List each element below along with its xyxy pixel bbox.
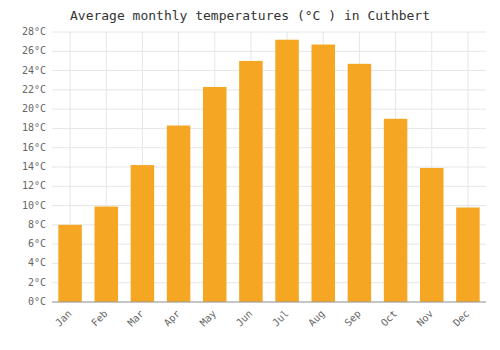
y-tick-label: 24°C (22, 65, 46, 76)
x-tick-label: Aug (306, 308, 327, 329)
y-tick-label: 26°C (22, 45, 46, 56)
bar (275, 40, 299, 302)
y-tick-label: 6°C (28, 238, 46, 249)
y-tick-label: 22°C (22, 84, 46, 95)
y-tick-label: 2°C (28, 277, 46, 288)
y-tick-label: 18°C (22, 122, 46, 133)
bar (94, 207, 118, 302)
x-tick-label: Oct (379, 308, 400, 329)
y-tick-label: 10°C (22, 200, 46, 211)
grid-line-y (52, 51, 486, 52)
chart: Average monthly temperatures (°C ) in Cu… (0, 0, 500, 350)
y-tick-label: 14°C (22, 161, 46, 172)
grid-line-y (52, 147, 486, 148)
grid-line-y (52, 128, 486, 129)
bar (131, 165, 155, 302)
x-tick-label: Jun (234, 308, 255, 329)
x-tick-label: Jul (270, 308, 291, 329)
y-tick-label: 8°C (28, 219, 46, 230)
bar (203, 87, 227, 302)
y-tick-label: 20°C (22, 103, 46, 114)
chart-container: Average monthly temperatures (°C ) in Cu… (0, 0, 500, 350)
x-tick-label: May (198, 308, 219, 329)
y-tick-label: 16°C (22, 142, 46, 153)
grid (52, 32, 486, 302)
bar (167, 126, 191, 302)
bar (311, 45, 335, 302)
bars (58, 40, 479, 302)
x-tick-label: Sep (342, 308, 363, 329)
x-axis-line (52, 302, 486, 303)
bar (58, 225, 82, 302)
x-tick-label: Apr (162, 308, 183, 329)
x-tick-label: Mar (125, 308, 146, 329)
grid-line-y (52, 109, 486, 110)
x-tick-label: Nov (415, 308, 436, 329)
grid-line-y (52, 89, 486, 90)
bar (239, 61, 263, 302)
y-tick-label: 4°C (28, 257, 46, 268)
x-tick-label: Feb (89, 308, 110, 329)
bar (348, 64, 372, 302)
y-tick-label: 28°C (22, 26, 46, 37)
bar (384, 119, 408, 302)
grid-line-y (52, 302, 486, 303)
y-tick-label: 0°C (28, 296, 46, 307)
bar (420, 168, 444, 302)
x-tick-label: Jan (53, 308, 74, 329)
grid-line-y (52, 70, 486, 71)
title: Average monthly temperatures (°C ) in Cu… (70, 8, 430, 23)
bar (456, 208, 480, 303)
grid-line-y (52, 32, 486, 33)
grid-line-y (52, 167, 486, 168)
x-tick-label: Dec (451, 308, 472, 329)
y-tick-label: 12°C (22, 180, 46, 191)
